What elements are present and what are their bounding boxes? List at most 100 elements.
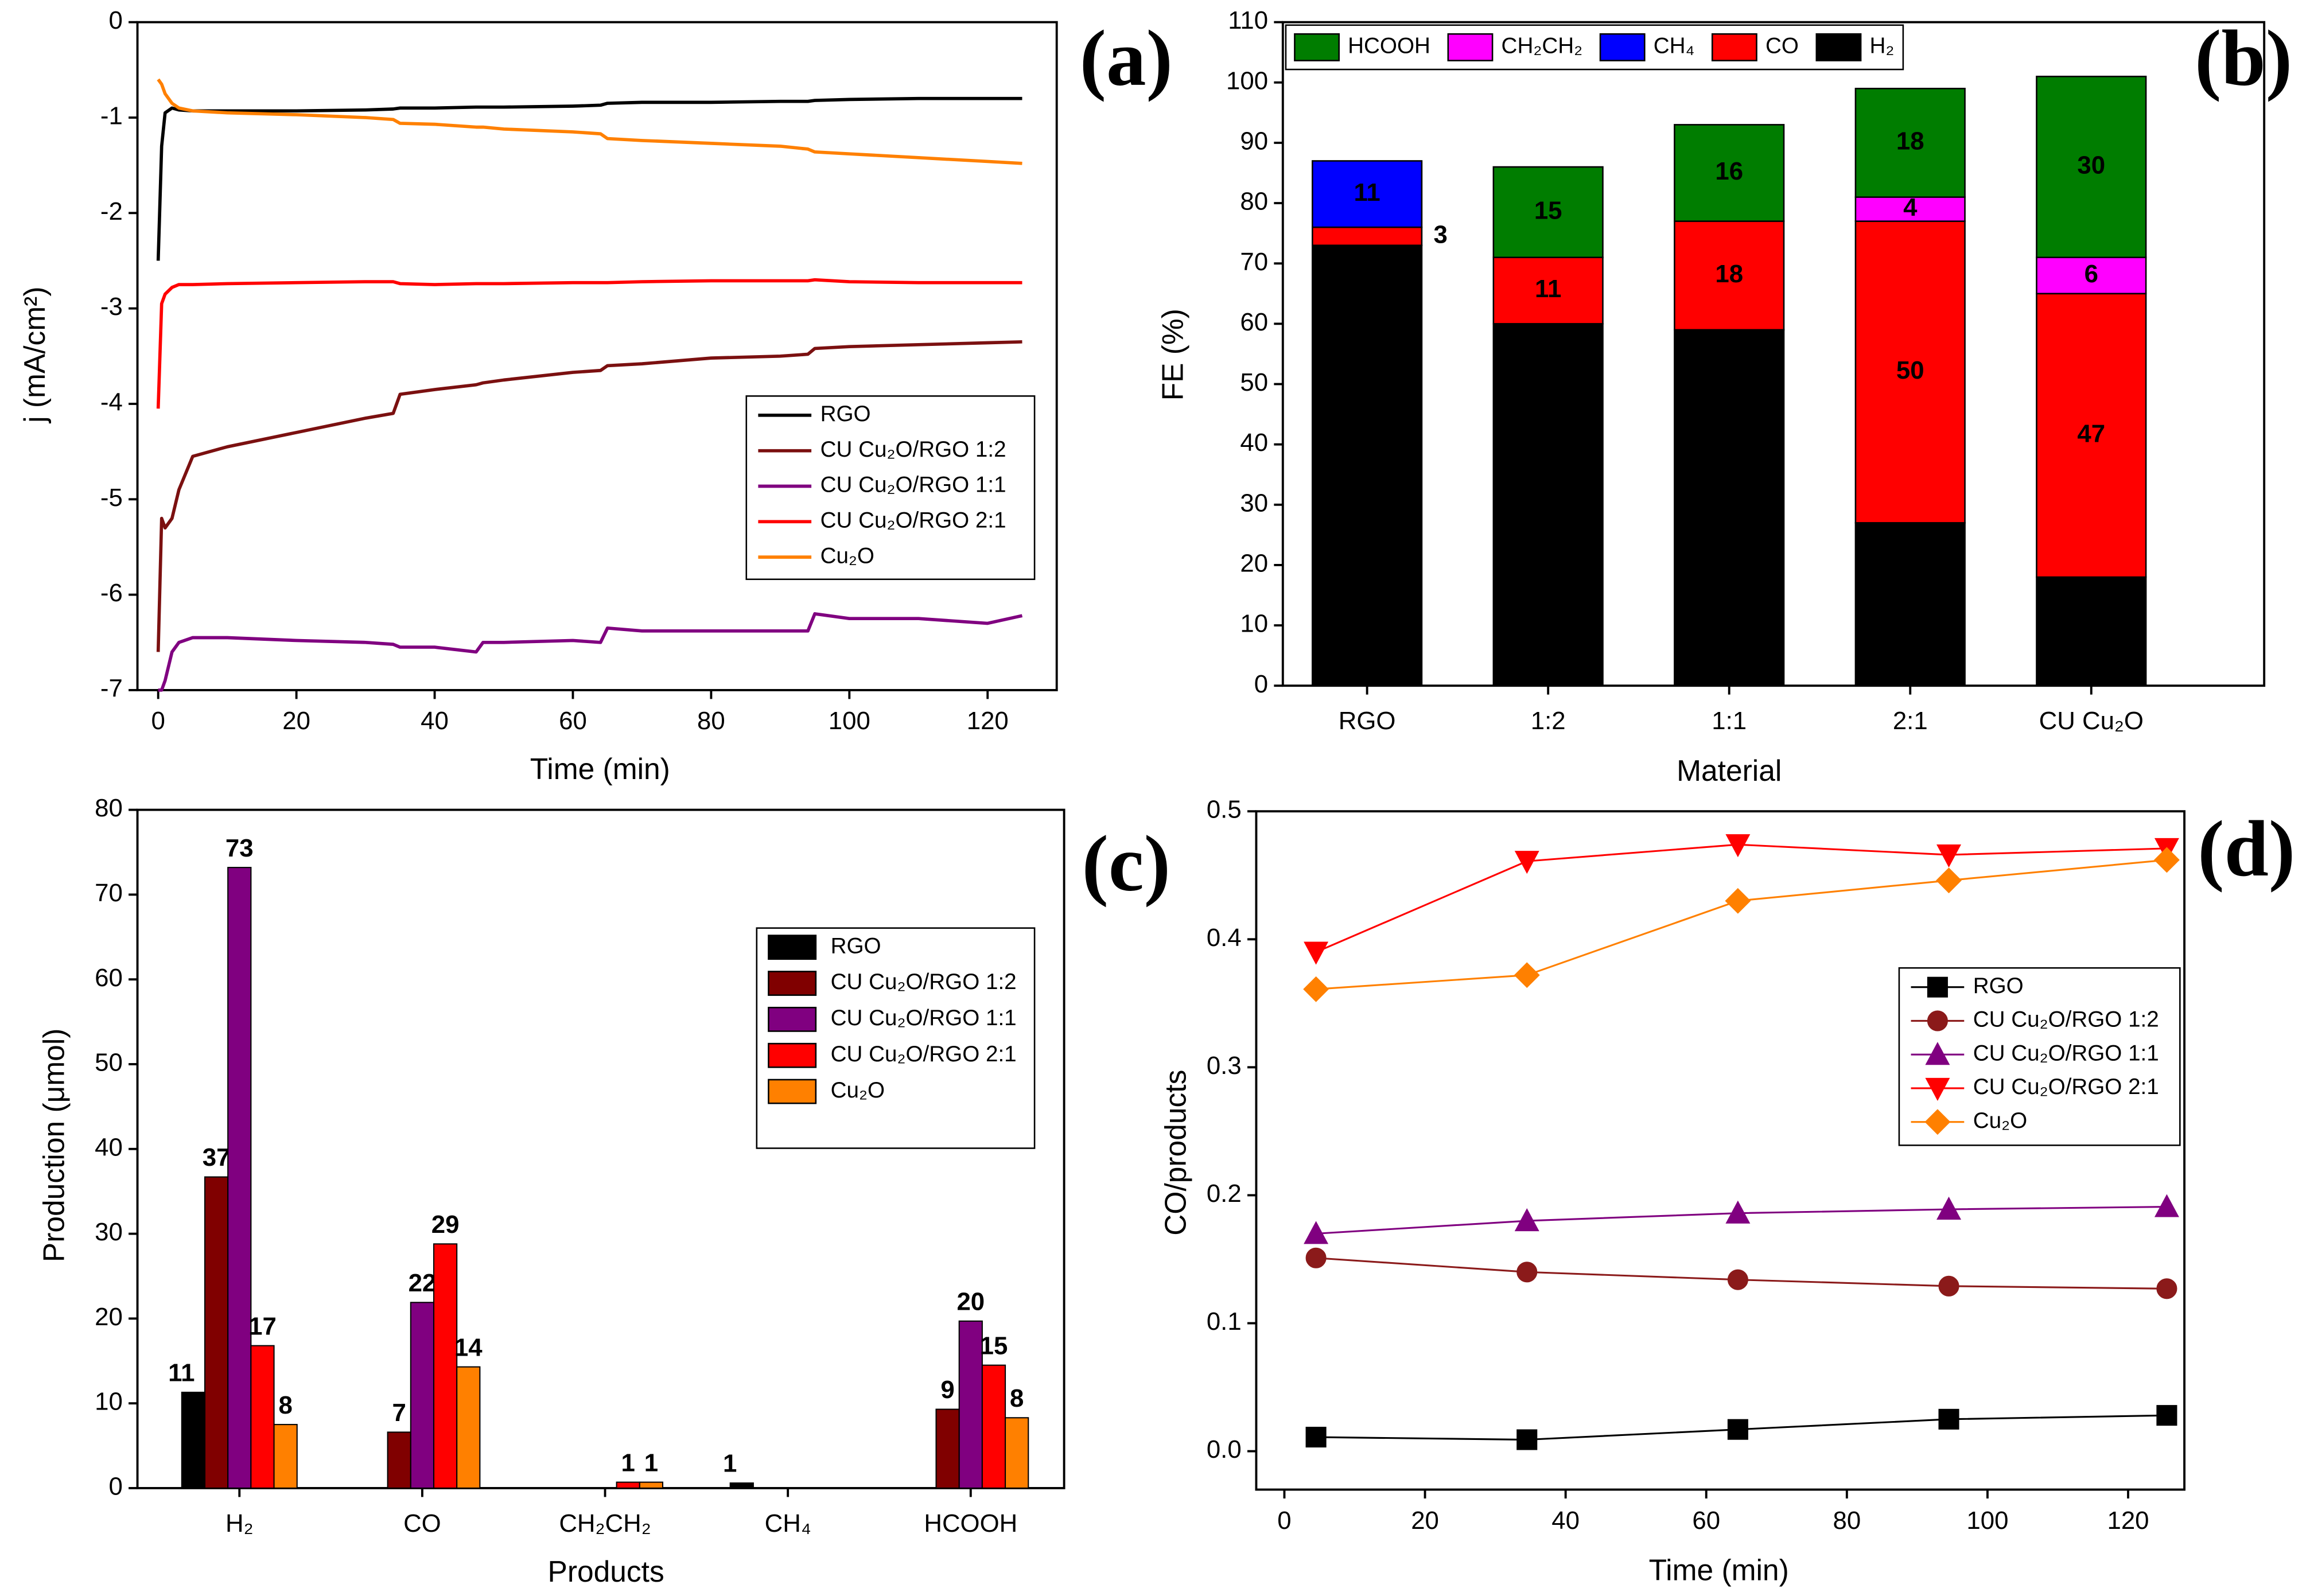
legend-label: Cu₂O: [831, 1078, 885, 1103]
x-tick-label: 60: [559, 707, 587, 735]
legend-label: CU Cu₂O/RGO 2:1: [831, 1042, 1017, 1066]
data-point: [1303, 976, 1329, 1002]
data-point: [2153, 847, 2180, 873]
bar: [639, 1481, 664, 1489]
legend-label: CO: [1765, 34, 1799, 59]
y-tick-label: -4: [100, 388, 123, 416]
data-point: [2154, 1194, 2179, 1217]
x-tick-label: CH₂CH₂: [559, 1509, 651, 1537]
data-point: [1725, 887, 1751, 914]
panel-label: (d): [2198, 805, 2295, 893]
bar-value-label: 1: [621, 1449, 635, 1477]
data-point: [1304, 941, 1329, 965]
x-tick-label: 120: [967, 707, 1009, 735]
y-tick-label: 100: [1226, 67, 1268, 95]
bar: [181, 1391, 206, 1489]
bar-segment: [1674, 124, 1785, 222]
data-point: [1305, 1247, 1327, 1268]
bar-value-label: 11: [1535, 275, 1561, 303]
data-point: [1516, 1429, 1538, 1450]
bar-value-label: 18: [1896, 127, 1924, 155]
bar-value-label: 14: [454, 1333, 483, 1361]
bar: [981, 1364, 1006, 1489]
bar-value-label: 50: [1896, 356, 1924, 384]
y-tick-label: 20: [95, 1303, 123, 1331]
bar-value-label: 20: [956, 1287, 985, 1315]
bar-value-label: 6: [2085, 260, 2098, 288]
y-tick-label: -5: [100, 484, 123, 512]
data-point: [1514, 962, 1540, 988]
x-axis-label: Time (min): [1649, 1553, 1789, 1586]
y-tick-label: 0: [108, 1473, 122, 1501]
legend-label: RGO: [820, 402, 871, 426]
bar: [1005, 1417, 1029, 1489]
y-tick-label: 0.3: [1207, 1052, 1242, 1080]
data-point: [1936, 1196, 1961, 1220]
x-tick-label: CU Cu₂O: [2039, 707, 2144, 735]
legend-label: CU Cu₂O/RGO 1:1: [831, 1006, 1017, 1030]
data-point: [1725, 834, 1751, 858]
bar-value-label: 4: [1903, 193, 1918, 221]
data-point: [1304, 1221, 1329, 1244]
y-tick-label: 0.1: [1207, 1307, 1242, 1336]
data-point: [1514, 851, 1539, 874]
bar: [250, 1345, 275, 1489]
x-tick-label: RGO: [1339, 707, 1396, 735]
legend-label: CU Cu₂O/RGO 1:2: [831, 970, 1017, 994]
y-tick-label: 80: [1240, 188, 1268, 216]
bar: [410, 1302, 435, 1489]
x-axis-label: Time (min): [530, 752, 670, 785]
x-tick-label: CO: [403, 1509, 441, 1537]
x-tick-label: 0: [1277, 1507, 1291, 1535]
y-tick-label: -2: [100, 197, 123, 225]
legend-label: CU Cu₂O/RGO 1:1: [1973, 1041, 2159, 1065]
y-tick-label: 10: [95, 1388, 123, 1416]
bar-value-label: 1: [723, 1450, 737, 1478]
y-tick-label: 50: [95, 1049, 123, 1077]
y-axis-label: Production (μmol): [37, 1029, 70, 1262]
y-tick-label: 0.4: [1207, 924, 1242, 952]
legend-label: RGO: [831, 933, 881, 958]
bar-value-label: 18: [1715, 260, 1743, 288]
bar-value-label: 29: [431, 1210, 460, 1239]
legend-swatch: [768, 1042, 817, 1068]
legend-label: CU Cu₂O/RGO 2:1: [1973, 1075, 2159, 1099]
bar: [616, 1481, 640, 1489]
bar: [273, 1424, 298, 1489]
data-point: [1936, 844, 1961, 868]
legend-marker: [1927, 1010, 1948, 1031]
y-tick-label: 40: [1240, 429, 1268, 457]
y-axis-label: j (mA/cm²): [18, 287, 51, 424]
bar-segment: [1492, 323, 1604, 687]
bar: [958, 1320, 983, 1489]
bar-value-label: 3: [1434, 220, 1448, 248]
bar-value-label: 16: [1715, 157, 1743, 185]
bar-value-label: 22: [409, 1269, 437, 1297]
legend-box: [1285, 24, 1904, 71]
bar-value-label: 73: [225, 834, 254, 862]
bar: [433, 1243, 458, 1489]
bar-value-label: 9: [940, 1376, 954, 1404]
data-point: [1725, 1200, 1751, 1224]
legend-label: CH₄: [1654, 34, 1695, 59]
panel-label: (c): [1082, 820, 1170, 908]
x-tick-label: 120: [2107, 1507, 2149, 1535]
x-tick-label: 60: [1692, 1507, 1720, 1535]
bar: [935, 1408, 960, 1489]
y-tick-label: 10: [1240, 610, 1268, 638]
bar-value-label: 30: [2077, 151, 2105, 180]
legend-label: CH₂CH₂: [1502, 34, 1583, 59]
data-point: [1727, 1419, 1748, 1440]
plot-frame: [1255, 810, 2185, 1491]
data-point: [2156, 1278, 2177, 1299]
x-tick-label: 100: [829, 707, 870, 735]
bar-value-label: 59: [1715, 492, 1743, 520]
y-tick-label: 60: [1240, 308, 1268, 336]
legend-swatch: [1447, 33, 1494, 61]
x-tick-label: 0: [151, 707, 165, 735]
bar-value-label: 15: [980, 1332, 1008, 1360]
bar-value-label: 27: [1896, 589, 1924, 617]
y-tick-label: 0.5: [1207, 796, 1242, 824]
legend-swatch: [768, 971, 817, 996]
legend-marker: [1925, 1077, 1950, 1101]
